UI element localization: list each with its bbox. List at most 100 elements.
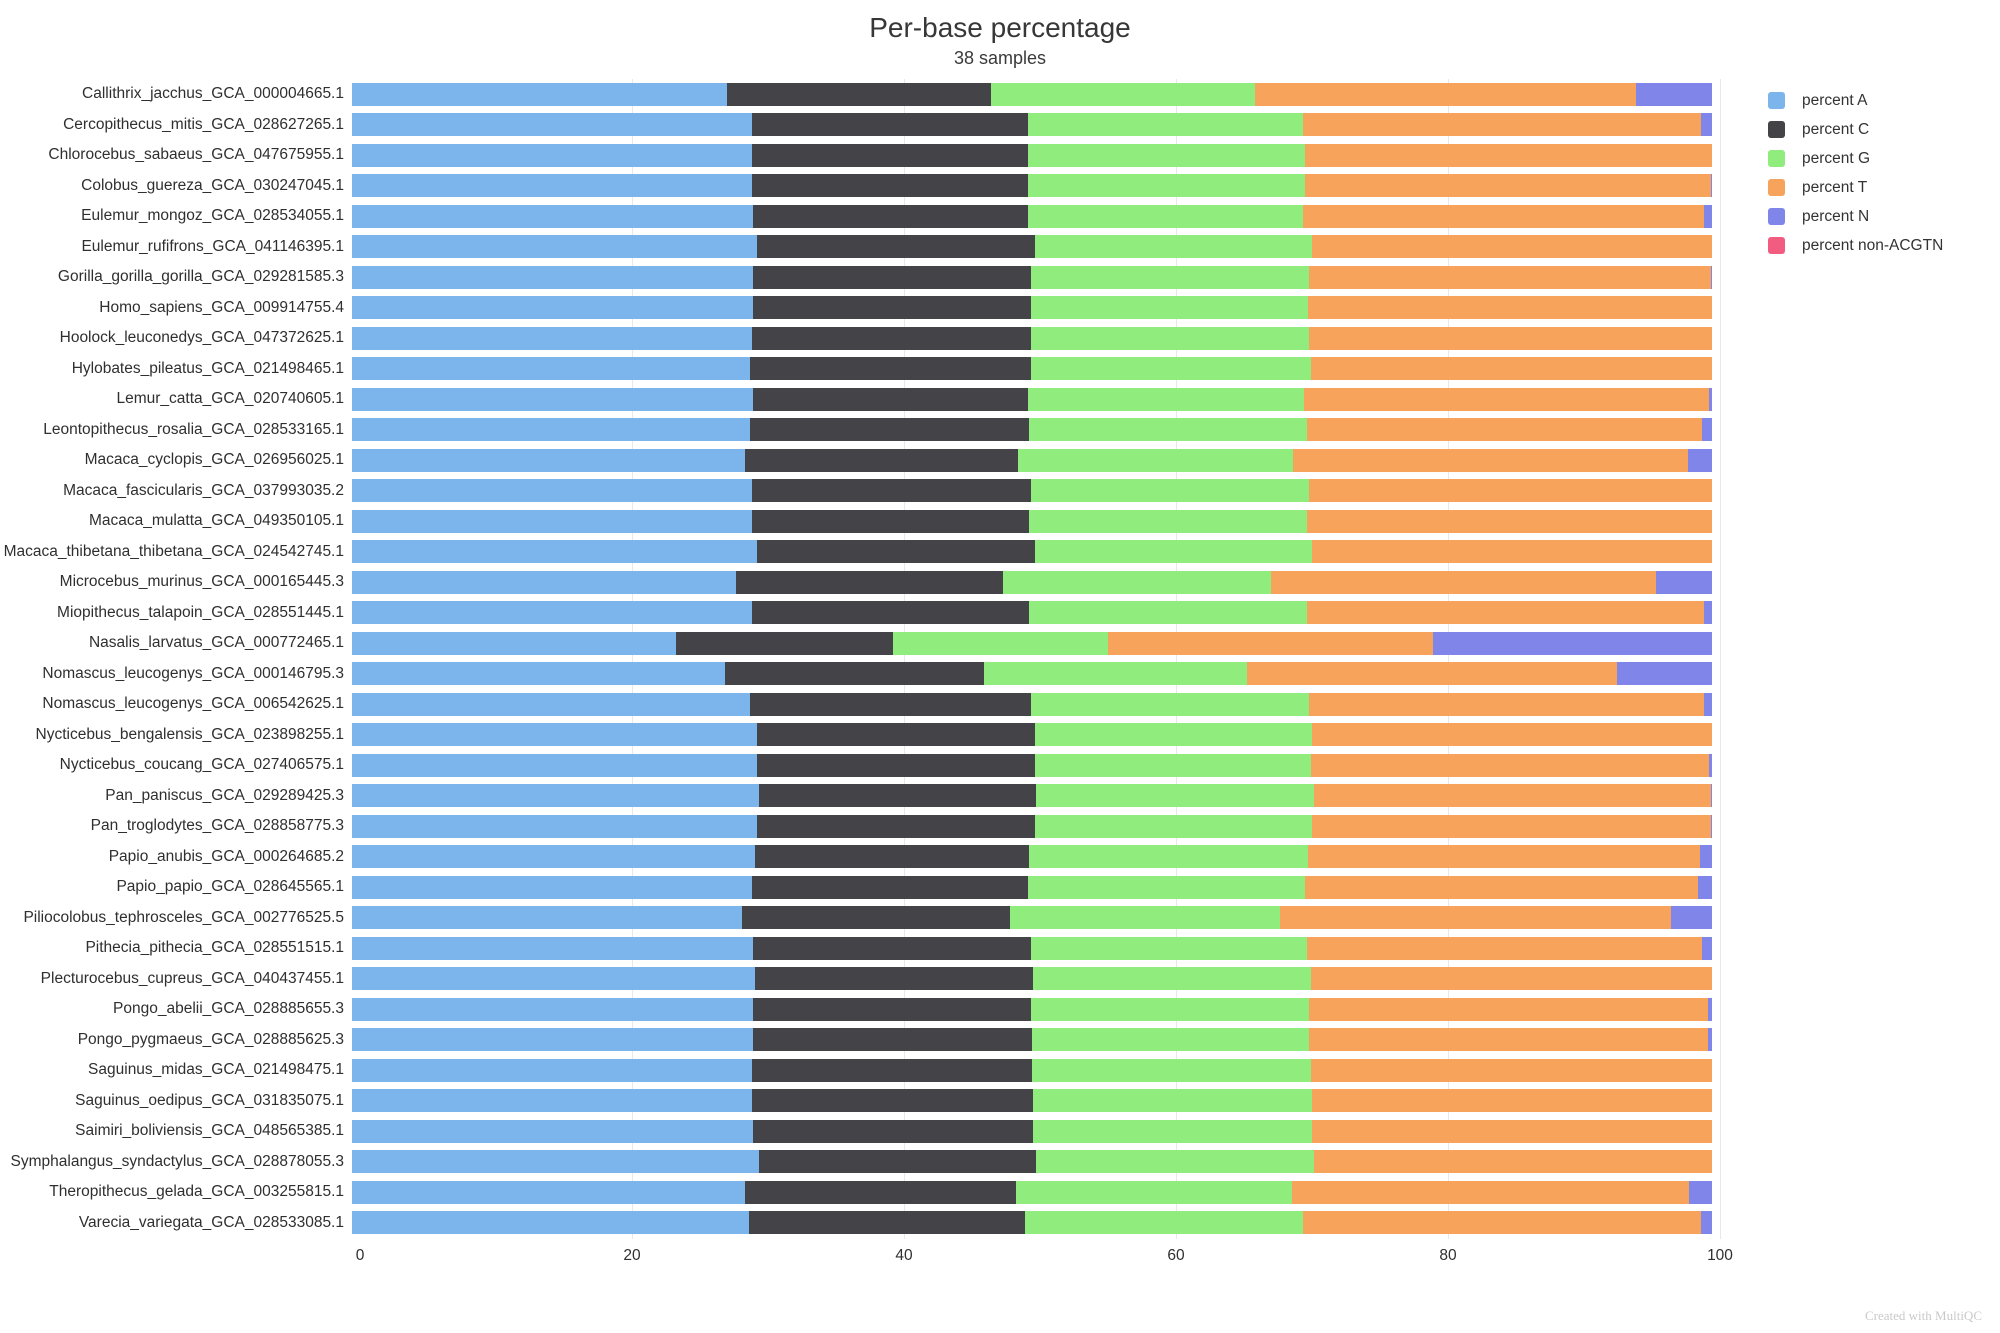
bar-segment-percent-a[interactable]	[352, 143, 752, 167]
legend-item[interactable]: percent non-ACGTN	[1768, 231, 1943, 260]
bar-segment-percent-t[interactable]	[1310, 967, 1712, 991]
bar-segment-percent-n[interactable]	[1656, 570, 1712, 594]
bar-segment-percent-n[interactable]	[1701, 113, 1712, 137]
bar-segment-percent-t[interactable]	[1313, 784, 1711, 808]
bar-segment-percent-a[interactable]	[352, 540, 758, 564]
legend-item[interactable]: percent N	[1768, 202, 1943, 231]
bar-segment-percent-c[interactable]	[724, 662, 985, 686]
bar-segment-percent-c[interactable]	[757, 723, 1035, 747]
bar-segment-percent-g[interactable]	[1034, 814, 1313, 838]
bar-segment-percent-n[interactable]	[1707, 997, 1712, 1021]
bar-segment-percent-t[interactable]	[1312, 723, 1712, 747]
bar-segment-percent-c[interactable]	[758, 784, 1037, 808]
bar-segment-percent-n[interactable]	[1709, 387, 1712, 411]
bar-segment-percent-a[interactable]	[352, 967, 755, 991]
bar-segment-percent-c[interactable]	[745, 1180, 1016, 1204]
bar-segment-percent-a[interactable]	[352, 479, 752, 503]
bar-segment-percent-g[interactable]	[1032, 1028, 1310, 1052]
bar-segment-percent-c[interactable]	[745, 448, 1019, 472]
bar-segment-percent-t[interactable]	[1309, 265, 1711, 289]
bar-segment-percent-t[interactable]	[1293, 448, 1688, 472]
bar-segment-percent-n[interactable]	[1702, 418, 1712, 442]
bar-segment-percent-a[interactable]	[352, 936, 754, 960]
bar-segment-percent-g[interactable]	[1027, 143, 1306, 167]
bar-segment-percent-n[interactable]	[1703, 692, 1712, 716]
bar-segment-percent-a[interactable]	[352, 753, 758, 777]
bar-segment-percent-c[interactable]	[754, 967, 1034, 991]
bar-segment-percent-t[interactable]	[1271, 570, 1657, 594]
bar-segment-percent-g[interactable]	[1030, 296, 1309, 320]
bar-segment-percent-c[interactable]	[754, 845, 1030, 869]
bar-segment-percent-g[interactable]	[1029, 845, 1309, 869]
bar-segment-percent-n[interactable]	[1703, 204, 1712, 228]
bar-segment-percent-t[interactable]	[1312, 540, 1712, 564]
bar-segment-percent-n[interactable]	[1710, 784, 1712, 808]
bar-segment-percent-c[interactable]	[742, 906, 1011, 930]
bar-segment-percent-c[interactable]	[753, 1028, 1032, 1052]
bar-segment-percent-g[interactable]	[1030, 326, 1310, 350]
bar-segment-percent-g[interactable]	[1029, 509, 1307, 533]
bar-segment-percent-c[interactable]	[750, 692, 1031, 716]
bar-segment-percent-g[interactable]	[1018, 448, 1294, 472]
bar-segment-percent-c[interactable]	[751, 326, 1031, 350]
bar-segment-percent-n[interactable]	[1635, 82, 1712, 106]
bar-segment-percent-g[interactable]	[1015, 1180, 1292, 1204]
legend-item[interactable]: percent C	[1768, 115, 1943, 144]
bar-segment-percent-t[interactable]	[1306, 601, 1704, 625]
bar-segment-percent-n[interactable]	[1433, 631, 1712, 655]
bar-segment-percent-a[interactable]	[352, 1028, 754, 1052]
bar-segment-percent-c[interactable]	[758, 1150, 1037, 1174]
bar-segment-percent-n[interactable]	[1710, 814, 1712, 838]
bar-segment-percent-t[interactable]	[1306, 509, 1712, 533]
bar-segment-percent-c[interactable]	[750, 357, 1031, 381]
bar-segment-percent-t[interactable]	[1313, 1150, 1712, 1174]
bar-segment-percent-a[interactable]	[352, 204, 754, 228]
bar-segment-percent-t[interactable]	[1255, 82, 1636, 106]
bar-segment-percent-c[interactable]	[735, 570, 1004, 594]
bar-segment-percent-a[interactable]	[352, 631, 676, 655]
bar-segment-percent-c[interactable]	[675, 631, 894, 655]
bar-segment-percent-g[interactable]	[1032, 1058, 1311, 1082]
bar-segment-percent-a[interactable]	[352, 692, 751, 716]
bar-segment-percent-g[interactable]	[1029, 418, 1307, 442]
bar-segment-percent-c[interactable]	[750, 418, 1030, 442]
bar-segment-percent-g[interactable]	[1025, 1211, 1303, 1235]
bar-segment-percent-a[interactable]	[352, 418, 751, 442]
bar-segment-percent-g[interactable]	[1033, 967, 1311, 991]
bar-segment-percent-g[interactable]	[1027, 387, 1304, 411]
bar-segment-percent-n[interactable]	[1687, 448, 1712, 472]
bar-segment-percent-c[interactable]	[753, 387, 1028, 411]
bar-segment-percent-g[interactable]	[1030, 479, 1310, 503]
bar-segment-percent-a[interactable]	[352, 82, 728, 106]
bar-segment-percent-g[interactable]	[991, 82, 1256, 106]
bar-segment-percent-t[interactable]	[1312, 1089, 1712, 1113]
bar-segment-percent-a[interactable]	[352, 296, 754, 320]
bar-segment-percent-n[interactable]	[1703, 601, 1712, 625]
bar-segment-percent-a[interactable]	[352, 265, 754, 289]
bar-segment-percent-t[interactable]	[1308, 845, 1700, 869]
bar-segment-percent-g[interactable]	[893, 631, 1109, 655]
bar-segment-percent-c[interactable]	[753, 936, 1031, 960]
bar-segment-percent-a[interactable]	[352, 570, 736, 594]
bar-segment-percent-n[interactable]	[1699, 845, 1712, 869]
bar-segment-percent-t[interactable]	[1310, 1058, 1712, 1082]
bar-segment-percent-g[interactable]	[1036, 784, 1314, 808]
bar-segment-percent-n[interactable]	[1701, 1211, 1712, 1235]
bar-segment-percent-a[interactable]	[352, 235, 758, 259]
bar-segment-percent-g[interactable]	[1034, 235, 1313, 259]
bar-segment-percent-t[interactable]	[1305, 174, 1711, 198]
bar-segment-percent-t[interactable]	[1302, 1211, 1702, 1235]
bar-segment-percent-a[interactable]	[352, 357, 751, 381]
bar-segment-percent-n[interactable]	[1710, 265, 1712, 289]
bar-segment-percent-c[interactable]	[751, 509, 1030, 533]
bar-segment-percent-n[interactable]	[1671, 906, 1712, 930]
bar-segment-percent-a[interactable]	[352, 448, 746, 472]
bar-segment-percent-g[interactable]	[1034, 723, 1313, 747]
bar-segment-percent-a[interactable]	[352, 1150, 759, 1174]
bar-segment-percent-a[interactable]	[352, 1180, 746, 1204]
bar-segment-percent-t[interactable]	[1306, 936, 1703, 960]
bar-segment-percent-t[interactable]	[1304, 387, 1710, 411]
bar-segment-percent-g[interactable]	[1027, 204, 1303, 228]
bar-segment-percent-c[interactable]	[751, 174, 1028, 198]
bar-segment-percent-a[interactable]	[352, 845, 755, 869]
